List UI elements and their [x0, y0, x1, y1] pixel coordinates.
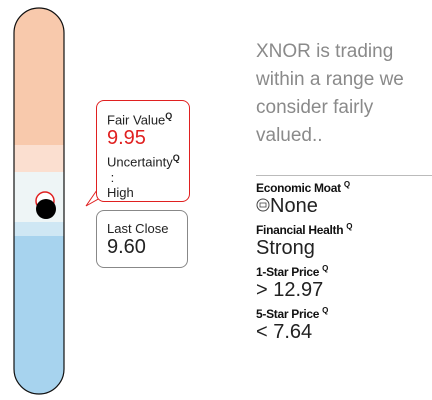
uncertainty: High — [107, 184, 134, 200]
label: Financial Health — [256, 223, 344, 237]
metric-value: < 7.64 — [256, 321, 432, 344]
moat-icon — [256, 198, 270, 212]
metrics: Economic Moat Q None Financial Health Q Str… — [256, 180, 432, 344]
metric-value: None — [256, 195, 432, 218]
value: > 12.97 — [256, 279, 324, 301]
info-icon[interactable]: Q — [322, 306, 329, 315]
info-icon[interactable]: Q — [346, 222, 353, 231]
label: 1-Star Price — [256, 265, 320, 279]
info-icon[interactable]: Q — [165, 111, 173, 121]
value: Strong — [256, 237, 315, 259]
colon: : — [110, 169, 115, 185]
info-icon[interactable]: Q — [343, 180, 350, 189]
fair-value: 9.95 — [107, 127, 146, 150]
label: Economic Moat — [256, 181, 341, 195]
metric-label: 5-Star Price Q — [256, 306, 432, 321]
summary: XNOR is trading within a range we consid… — [256, 41, 404, 146]
info-icon[interactable]: Q — [322, 264, 329, 273]
label: Uncertainty — [107, 154, 173, 170]
metric-label: Financial Health Q — [256, 222, 432, 237]
fair-value-callout: Fair ValueQ 9.95 UncertaintyQ : High — [96, 100, 190, 202]
value: None — [270, 195, 318, 217]
last-close: 9.60 — [107, 236, 146, 258]
divider — [256, 175, 432, 176]
label: 5-Star Price — [256, 307, 320, 321]
value: < 7.64 — [256, 321, 313, 343]
metric-value: > 12.97 — [256, 279, 432, 302]
label: Fair Value — [107, 112, 166, 128]
valuation-gauge — [13, 7, 100, 395]
metric-value: Strong — [256, 237, 432, 260]
metric-label: 1-Star Price Q — [256, 264, 432, 279]
info-icon[interactable]: Q — [172, 153, 180, 164]
last-close-marker — [36, 199, 56, 219]
label: Last Close — [107, 221, 169, 236]
last-close-callout: Last Close 9.60 — [96, 210, 188, 268]
metric-label: Economic Moat Q — [256, 180, 432, 195]
